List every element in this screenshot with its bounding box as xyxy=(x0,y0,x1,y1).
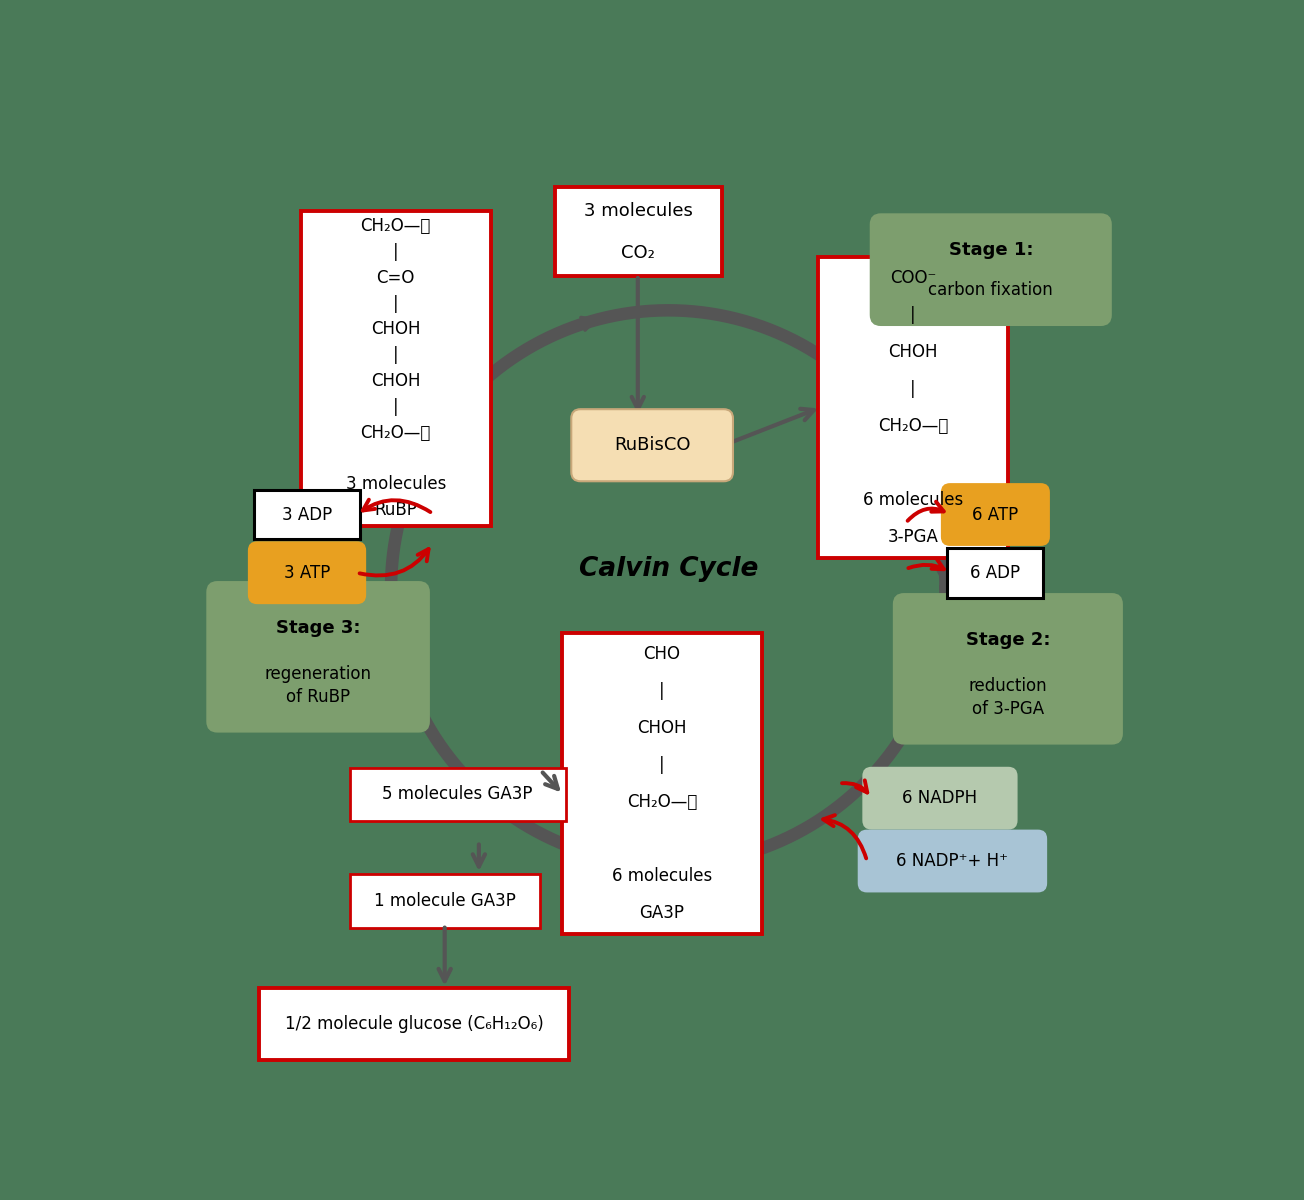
Text: Stage 1:: Stage 1: xyxy=(948,241,1033,259)
Text: CHOH: CHOH xyxy=(638,719,687,737)
Text: 6 NADP⁺+ H⁺: 6 NADP⁺+ H⁺ xyxy=(896,852,1008,870)
Text: Stage 2:: Stage 2: xyxy=(966,631,1050,649)
Text: 6 molecules: 6 molecules xyxy=(612,866,712,884)
Text: 3 ADP: 3 ADP xyxy=(282,505,333,523)
Text: Calvin Cycle: Calvin Cycle xyxy=(579,556,758,582)
Text: |: | xyxy=(393,242,399,260)
Text: 3-PGA: 3-PGA xyxy=(888,528,939,546)
Text: 3 molecules: 3 molecules xyxy=(346,475,446,493)
FancyBboxPatch shape xyxy=(562,632,762,934)
Text: 6 ADP: 6 ADP xyxy=(970,564,1021,582)
FancyBboxPatch shape xyxy=(206,581,430,732)
FancyBboxPatch shape xyxy=(862,767,1017,829)
Text: CHO: CHO xyxy=(643,646,681,664)
FancyBboxPatch shape xyxy=(300,210,490,526)
Text: 6 NADPH: 6 NADPH xyxy=(902,790,978,808)
Text: 1/2 molecule glucose (C₆H₁₂O₆): 1/2 molecule glucose (C₆H₁₂O₆) xyxy=(284,1015,544,1033)
FancyBboxPatch shape xyxy=(941,484,1050,546)
Text: CHOH: CHOH xyxy=(370,372,420,390)
Text: COO⁻: COO⁻ xyxy=(891,269,936,287)
FancyBboxPatch shape xyxy=(947,547,1043,598)
Text: C=O: C=O xyxy=(377,269,415,287)
Text: |: | xyxy=(393,346,399,364)
FancyBboxPatch shape xyxy=(818,257,1008,558)
Text: 3 ATP: 3 ATP xyxy=(284,564,330,582)
FancyBboxPatch shape xyxy=(259,988,570,1060)
FancyBboxPatch shape xyxy=(554,187,722,276)
Text: CH₂O—Ⓟ: CH₂O—Ⓟ xyxy=(878,416,948,434)
FancyBboxPatch shape xyxy=(571,409,733,481)
Text: |: | xyxy=(910,306,915,324)
FancyBboxPatch shape xyxy=(254,490,360,540)
FancyBboxPatch shape xyxy=(858,829,1047,893)
Text: 3 molecules: 3 molecules xyxy=(584,202,692,220)
Text: |: | xyxy=(910,380,915,398)
Text: |: | xyxy=(393,397,399,415)
Text: Stage 3:: Stage 3: xyxy=(276,619,360,637)
FancyBboxPatch shape xyxy=(349,768,566,821)
Text: |: | xyxy=(393,294,399,312)
Text: 6 molecules: 6 molecules xyxy=(863,491,964,509)
Text: CH₂O—Ⓟ: CH₂O—Ⓟ xyxy=(360,217,430,235)
FancyBboxPatch shape xyxy=(893,593,1123,744)
Text: CH₂O—Ⓟ: CH₂O—Ⓟ xyxy=(360,424,430,442)
Text: |: | xyxy=(659,756,665,774)
Text: 1 molecule GA3P: 1 molecule GA3P xyxy=(374,892,515,910)
Text: 5 molecules GA3P: 5 molecules GA3P xyxy=(382,786,533,804)
Text: 6 ATP: 6 ATP xyxy=(973,505,1018,523)
Text: CHOH: CHOH xyxy=(370,320,420,338)
Text: reduction
of 3-PGA: reduction of 3-PGA xyxy=(969,677,1047,718)
Text: CO₂: CO₂ xyxy=(621,244,655,262)
Text: carbon fixation: carbon fixation xyxy=(928,281,1054,299)
Text: RuBP: RuBP xyxy=(374,500,417,518)
Text: CHOH: CHOH xyxy=(888,343,938,361)
Text: GA3P: GA3P xyxy=(639,904,685,922)
FancyBboxPatch shape xyxy=(870,214,1112,326)
FancyBboxPatch shape xyxy=(248,541,366,604)
Text: regeneration
of RuBP: regeneration of RuBP xyxy=(265,665,372,706)
FancyBboxPatch shape xyxy=(349,874,540,928)
Text: RuBisCO: RuBisCO xyxy=(614,437,690,455)
Text: CH₂O—Ⓟ: CH₂O—Ⓟ xyxy=(627,793,698,811)
Text: |: | xyxy=(659,682,665,700)
